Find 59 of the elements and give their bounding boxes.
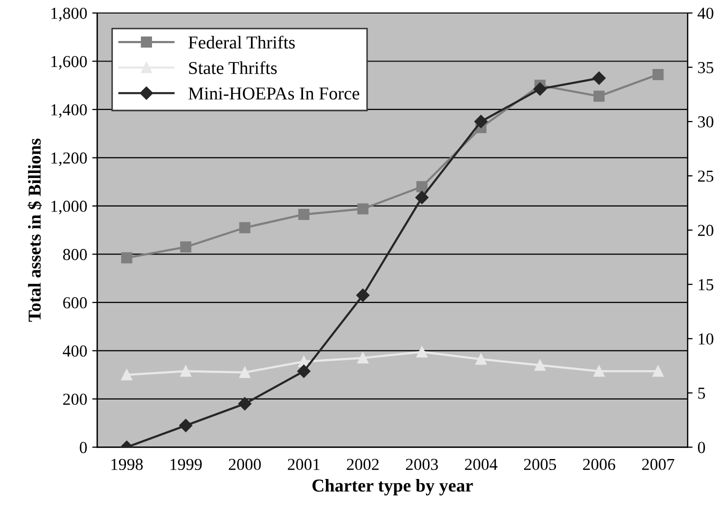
- x-axis-title: Charter type by year: [312, 478, 473, 496]
- point: [356, 288, 370, 302]
- y-tick-label: 400: [62, 345, 87, 357]
- x-tick-label: 1998: [112, 458, 143, 470]
- y2-tick-label: 5: [698, 388, 706, 399]
- point: [357, 352, 368, 364]
- y2-tick-label: 25: [698, 170, 714, 182]
- y-tick-label: 0: [80, 442, 87, 454]
- point: [416, 346, 428, 358]
- y2-tick-label: 30: [698, 116, 714, 128]
- point: [121, 369, 132, 380]
- x-tick-label: 2006: [583, 458, 616, 470]
- point: [652, 68, 664, 80]
- point: [474, 114, 488, 128]
- x-tick-label: 2002: [346, 458, 379, 470]
- point: [593, 90, 605, 102]
- point: [592, 72, 606, 85]
- point: [475, 354, 487, 365]
- y-tick-label: 1,800: [51, 8, 87, 22]
- point: [180, 241, 192, 253]
- y-tick-label: 1,200: [51, 152, 87, 166]
- point: [533, 82, 547, 96]
- y-tick-label: 200: [63, 394, 87, 405]
- y2-tick-label: 15: [698, 279, 714, 290]
- point: [180, 366, 192, 377]
- point: [416, 181, 428, 192]
- x-tick-label: 2007: [642, 458, 674, 470]
- point: [652, 366, 664, 377]
- y2-tick-label: 40: [698, 8, 714, 19]
- legend-label: State Thrifts: [189, 61, 277, 74]
- y2-tick-label: 20: [698, 224, 714, 236]
- y-tick-label: 1,600: [51, 56, 87, 70]
- x-tick-label: 2001: [288, 458, 320, 470]
- point: [534, 360, 546, 371]
- y-tick-label: 1,000: [51, 200, 87, 214]
- point: [179, 418, 192, 432]
- point: [238, 397, 252, 410]
- point: [298, 208, 310, 220]
- x-tick-label: 2003: [406, 458, 438, 470]
- x-tick-label: 2005: [524, 458, 556, 470]
- point: [239, 222, 250, 234]
- y-tick-label: 1,400: [51, 104, 87, 118]
- y-tick-label: 800: [63, 248, 87, 260]
- x-tick-label: 1999: [170, 458, 202, 470]
- legend-label: Mini-HOEPAs In Force: [188, 87, 360, 100]
- x-tick-label: 2004: [465, 458, 498, 470]
- point: [121, 252, 132, 264]
- legend-label: Federal Thrifts: [188, 36, 295, 49]
- y2-tick-label: 35: [698, 62, 714, 74]
- point: [593, 366, 605, 377]
- point: [415, 190, 429, 204]
- point: [239, 366, 250, 378]
- y2-tick-label: 0: [698, 442, 706, 454]
- y-axis-title: Total assets in $ Billions: [28, 138, 42, 322]
- x-tick-label: 2000: [228, 458, 261, 470]
- y2-tick-label: 10: [698, 333, 714, 345]
- y-tick-label: 600: [63, 297, 87, 308]
- point: [297, 364, 310, 378]
- point: [357, 203, 368, 214]
